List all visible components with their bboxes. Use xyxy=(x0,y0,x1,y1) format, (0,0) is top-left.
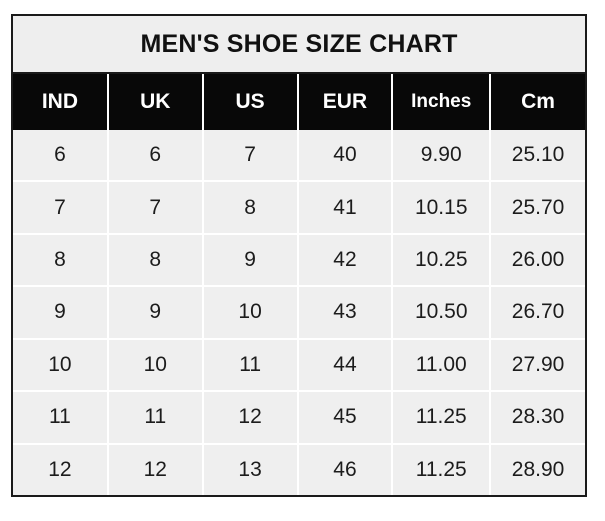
table-row: 7 7 8 41 10.15 25.70 xyxy=(13,181,585,235)
table-body: 6 6 7 40 9.90 25.10 7 7 8 41 10.15 25.70… xyxy=(13,130,585,495)
size-chart-table: IND UK US EUR Inches Cm 6 6 7 40 9.90 25… xyxy=(13,74,585,495)
cell-us: 10 xyxy=(202,286,299,340)
cell-us: 12 xyxy=(202,391,299,445)
cell-ind: 6 xyxy=(13,130,109,183)
cell-us: 13 xyxy=(202,443,299,495)
table-row: 10 10 11 44 11.00 27.90 xyxy=(13,338,585,393)
cell-inches: 11.25 xyxy=(392,443,492,495)
cell-uk: 9 xyxy=(107,286,204,340)
column-header-ind: IND xyxy=(13,74,109,130)
cell-us: 8 xyxy=(202,181,299,235)
mens-shoe-size-chart: MEN'S SHOE SIZE CHART IND UK US EUR Inch… xyxy=(11,14,587,497)
cell-uk: 11 xyxy=(107,391,204,445)
cell-uk: 12 xyxy=(107,443,204,495)
cell-uk: 6 xyxy=(107,130,204,183)
cell-uk: 10 xyxy=(107,338,204,393)
column-header-cm: Cm xyxy=(490,74,585,130)
table-row: 6 6 7 40 9.90 25.10 xyxy=(13,130,585,183)
cell-us: 7 xyxy=(202,130,299,183)
cell-uk: 7 xyxy=(107,181,204,235)
cell-inches: 10.15 xyxy=(392,181,492,235)
cell-eur: 43 xyxy=(297,286,394,340)
cell-inches: 10.25 xyxy=(392,233,492,288)
cell-cm: 28.90 xyxy=(490,443,585,495)
cell-eur: 41 xyxy=(297,181,394,235)
table-row: 12 12 13 46 11.25 28.90 xyxy=(13,443,585,495)
cell-cm: 27.90 xyxy=(490,338,585,393)
table-header: IND UK US EUR Inches Cm xyxy=(13,74,585,130)
cell-cm: 25.10 xyxy=(490,130,585,183)
cell-cm: 26.70 xyxy=(490,286,585,340)
cell-inches: 11.00 xyxy=(392,338,492,393)
cell-uk: 8 xyxy=(107,233,204,288)
cell-ind: 7 xyxy=(13,181,109,235)
cell-inches: 9.90 xyxy=(392,130,492,183)
header-row: IND UK US EUR Inches Cm xyxy=(13,74,585,130)
cell-us: 11 xyxy=(202,338,299,393)
cell-ind: 10 xyxy=(13,338,109,393)
chart-title: MEN'S SHOE SIZE CHART xyxy=(13,16,585,74)
cell-eur: 40 xyxy=(297,130,394,183)
cell-ind: 8 xyxy=(13,233,109,288)
cell-ind: 12 xyxy=(13,443,109,495)
cell-cm: 28.30 xyxy=(490,391,585,445)
column-header-inches: Inches xyxy=(392,74,492,130)
table-row: 11 11 12 45 11.25 28.30 xyxy=(13,391,585,445)
column-header-us: US xyxy=(202,74,299,130)
cell-cm: 26.00 xyxy=(490,233,585,288)
cell-eur: 46 xyxy=(297,443,394,495)
cell-ind: 11 xyxy=(13,391,109,445)
cell-cm: 25.70 xyxy=(490,181,585,235)
cell-eur: 42 xyxy=(297,233,394,288)
table-row: 9 9 10 43 10.50 26.70 xyxy=(13,286,585,340)
cell-us: 9 xyxy=(202,233,299,288)
cell-inches: 10.50 xyxy=(392,286,492,340)
cell-eur: 45 xyxy=(297,391,394,445)
column-header-uk: UK xyxy=(107,74,204,130)
cell-ind: 9 xyxy=(13,286,109,340)
cell-inches: 11.25 xyxy=(392,391,492,445)
column-header-eur: EUR xyxy=(297,74,394,130)
cell-eur: 44 xyxy=(297,338,394,393)
table-row: 8 8 9 42 10.25 26.00 xyxy=(13,233,585,288)
